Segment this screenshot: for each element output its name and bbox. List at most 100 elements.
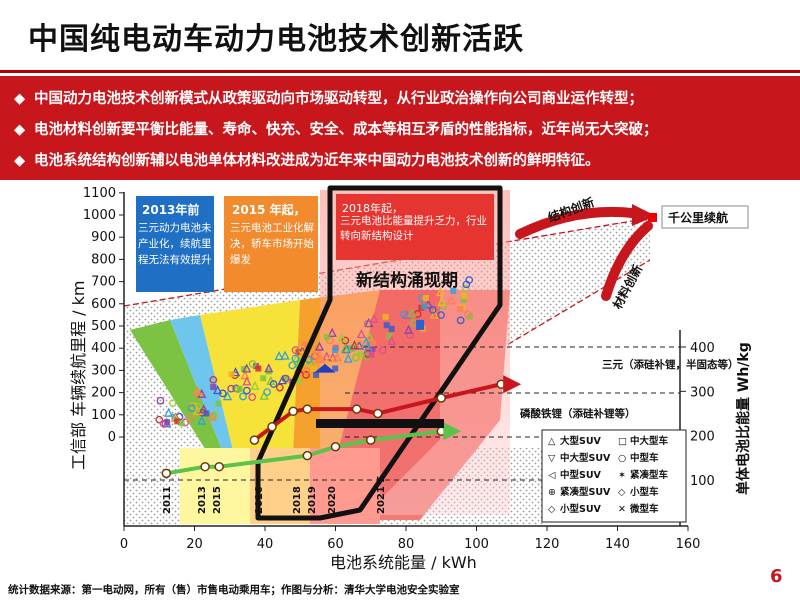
ternary-label: 三元（添硅补锂，半固态等） (602, 358, 739, 371)
x-axis-label: 电池系统能量 / kWh (330, 553, 477, 572)
scatter-point (169, 399, 177, 407)
scatter-point (356, 351, 363, 358)
thousand-km-label: 千公里续航 (668, 210, 728, 225)
scatter-point (302, 371, 310, 379)
legend-symbol: ○ (618, 453, 626, 464)
scatter-point (222, 391, 233, 401)
y-ticks-left: 0 100 200 300 400 500 600 700 800 900 1000 1100 (83, 186, 124, 445)
scatter-point (364, 319, 372, 328)
legend-entry: 小型车 (629, 486, 659, 498)
x-tick-label: 100 (464, 537, 489, 552)
scatter-point (197, 415, 207, 425)
scatter-point (234, 385, 242, 394)
scatter-point (242, 376, 252, 386)
lfp-curve-point (161, 468, 172, 479)
scatter-point (255, 365, 262, 372)
legend-entry: 大型SUV (560, 435, 602, 447)
new-structure-label: 新结构涌现期 (356, 270, 458, 291)
scatter-point (215, 400, 222, 407)
scatter-point (240, 370, 250, 380)
legend-symbol: △ (548, 436, 556, 447)
legend-entry: 中型车 (630, 452, 659, 464)
x-tick-label: 20 (186, 537, 203, 552)
scatter-point (269, 380, 278, 388)
x-tick-label: 0 (120, 537, 128, 552)
scatter-point (239, 392, 247, 401)
scatter-point (291, 354, 300, 363)
scatter-point (382, 313, 389, 320)
scatter-point (323, 334, 330, 341)
box-2015: 2015 年起， 三元电池工业化解决，轿车市场开始爆发 (224, 196, 318, 292)
scatter-point (387, 335, 397, 345)
scatter-point (277, 375, 287, 385)
scatter-point (465, 276, 474, 284)
scatter-point (332, 351, 342, 362)
scatter-point (310, 365, 317, 372)
x-tick-label: 80 (398, 537, 415, 552)
scatter-point (343, 353, 353, 363)
cell-curves (161, 375, 522, 479)
legend-symbol: ◇ (618, 487, 626, 498)
battery-chart: 0 20 40 60 80 100 120 140 160 0 100 200 300 400 500 60… (69, 185, 752, 572)
ternary-curve-point (302, 404, 313, 414)
scatter-point (260, 375, 267, 382)
scatter-point (436, 287, 446, 297)
svg-text:2018年起，: 2018年起， (342, 201, 403, 215)
scatter-point (164, 419, 171, 426)
scatter-point (282, 375, 289, 382)
ternary-curve-point (249, 435, 260, 445)
y-tick-label: 600 (91, 297, 116, 312)
lfp-label: 磷酸铁锂（添硅补锂等） (520, 407, 636, 420)
y-tick-label: 200 (91, 386, 116, 401)
scatter-point (316, 353, 326, 363)
y-tick-label: 700 (91, 275, 116, 290)
scatter-point (351, 353, 360, 362)
scatter-point (325, 357, 334, 365)
scatter-point (264, 363, 274, 373)
legend-symbol: ⊕ (548, 487, 556, 498)
scatter-point (312, 371, 319, 378)
scatter-point (450, 287, 457, 294)
legend-symbol: ✕ (618, 504, 626, 515)
y-tick-label: 900 (91, 230, 116, 245)
scatter-point (174, 418, 181, 425)
x-tick-label: 140 (605, 537, 630, 552)
svg-text:2013年前: 2013年前 (142, 202, 199, 217)
scatter-point (400, 310, 409, 319)
year-label: 2019 (307, 486, 318, 514)
lfp-curve-point (366, 435, 376, 445)
scatter-point (388, 325, 395, 332)
y-axis-right-label: 单体电池比能量 Wh/kg (735, 342, 752, 495)
scatter-point (463, 310, 472, 319)
scatter-point (280, 350, 290, 360)
scatter-point (164, 407, 174, 417)
scatter-point (386, 333, 393, 340)
ternary-curve-point (373, 408, 383, 419)
bullet-item: ◆ 电池材料创新要平衡比能量、寿命、快充、安全、成本等相互矛盾的性能指标，近年尚无… (14, 115, 800, 146)
scatter-point (210, 384, 217, 391)
scatter-point (340, 343, 350, 353)
scatter-point (188, 404, 196, 413)
scatter-point (209, 375, 218, 384)
scatter-point (370, 340, 377, 347)
year-label: 2011 (162, 486, 173, 514)
legend-symbol: ✶ (618, 470, 626, 481)
ternary-curve-point (267, 422, 277, 432)
scatter-point (428, 305, 437, 314)
y-tick-label: 800 (91, 252, 116, 267)
scatter-point (429, 309, 440, 319)
scatter-point (156, 396, 165, 405)
scatter-point (416, 319, 425, 330)
scatter-point (332, 347, 339, 354)
box-2018: 2018年起， 三元电池比能量提升乏力，行业转向新结构设计 (336, 194, 494, 260)
ternary-curve-point (288, 406, 298, 417)
scatter-point (378, 346, 387, 355)
y-axis-left-label: 工信部 车辆续航里程 / km (69, 280, 88, 470)
scatter-point (155, 415, 164, 424)
scatter-point (240, 365, 247, 372)
legend-symbol: ◇ (548, 504, 556, 515)
scatter-point (207, 411, 217, 421)
summary-banner: ◆ 中国动力电池技术创新模式从政策驱动向市场驱动转型，从行业政治操作向公司商业运作… (0, 76, 800, 180)
x-tick-label: 60 (327, 537, 344, 552)
scatter-point (291, 346, 300, 355)
